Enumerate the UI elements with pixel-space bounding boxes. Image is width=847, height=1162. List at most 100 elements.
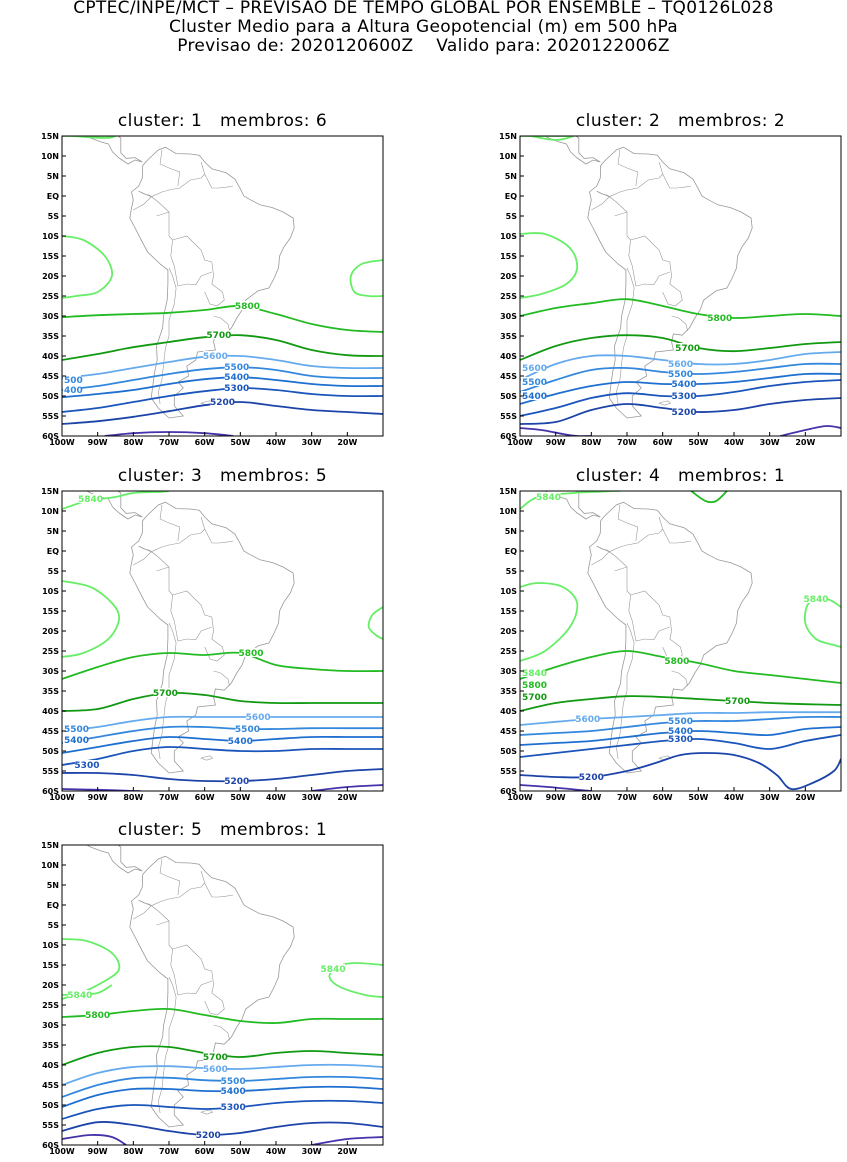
contour-5700 [520, 334, 841, 361]
lat-tick-label: 20S [500, 272, 517, 281]
lat-tick-label: 5S [48, 212, 60, 221]
lon-tick-label: 30W [760, 438, 780, 447]
contour-5840 [803, 597, 841, 648]
lon-tick-label: 80W [581, 793, 601, 802]
contour-5840 [367, 606, 383, 640]
lat-tick-label: 20S [42, 272, 59, 281]
contour-label: 5500 [668, 370, 693, 380]
lat-tick-label: 35S [500, 332, 517, 341]
contour-label-bg [221, 1086, 246, 1095]
lat-tick-label: 5S [506, 567, 518, 576]
lon-tick-label: 50W [688, 438, 708, 447]
central-america-coastline [544, 136, 601, 165]
lat-tick-label: 30S [500, 312, 517, 321]
lon-tick-label: 20W [337, 793, 357, 802]
lat-tick-label: 60S [42, 787, 59, 796]
country-border [133, 899, 152, 920]
contour-5100 [311, 1136, 383, 1145]
contour-label-bg [239, 648, 264, 657]
country-border [609, 161, 664, 198]
lon-tick-label: 100W [49, 793, 75, 802]
contour-label-bg [85, 1010, 110, 1019]
lat-tick-label: 45S [500, 372, 517, 381]
lat-tick-label: 10S [42, 232, 59, 241]
country-border [662, 528, 692, 544]
contour-edge-label: 5500 [64, 725, 89, 735]
contour-5300 [62, 387, 383, 413]
contour-label-bg [521, 680, 545, 689]
header-line-3: Previsao de: 2020120600Z Valido para: 20… [177, 36, 670, 56]
contour-label: 5840 [67, 991, 92, 1001]
lat-tick-label: 55S [500, 767, 517, 776]
contour-label-bg [521, 363, 545, 372]
lat-tick-label: 5S [48, 567, 60, 576]
header-line-2: Cluster Medio para a Altura Geopotencial… [168, 17, 679, 37]
lon-tick-label: 90W [88, 1147, 108, 1156]
contour-label: 5600 [246, 713, 271, 723]
lat-tick-label: 15N [499, 132, 517, 141]
contour-label-bg [668, 359, 693, 368]
contour-label: 5300 [74, 761, 99, 771]
header-line-1: CPTEC/INPE/MCT – PREVISAO DE TEMPO GLOBA… [73, 0, 774, 18]
lat-tick-label: EQ [505, 192, 517, 201]
lat-tick-label: 60S [500, 787, 517, 796]
contour-5800 [690, 491, 728, 504]
contour-label-bg [675, 343, 700, 352]
south-america-coastline [587, 501, 753, 774]
lat-tick-label: 50S [500, 747, 517, 756]
contour-5840 [520, 136, 575, 141]
lon-tick-label: 80W [581, 438, 601, 447]
contour-label-bg [224, 383, 249, 392]
contour-label-bg [221, 1076, 246, 1085]
contour-5100 [520, 427, 592, 436]
lat-tick-label: 55S [42, 412, 59, 421]
map-plot: 5840580057005600550054005300520055005400… [41, 487, 384, 802]
lat-tick-label: 25S [500, 292, 517, 301]
contour-label: 5400 [221, 1087, 246, 1097]
contour-label-bg [224, 372, 249, 382]
contour-label: 5400 [668, 727, 693, 737]
contour-label-bg [221, 1102, 246, 1111]
lat-tick-label: 20S [42, 981, 59, 990]
country-border [591, 545, 610, 566]
lon-tick-label: 80W [123, 793, 143, 802]
panel-title: cluster: 2 membros: 2 [575, 111, 786, 131]
lon-tick-label: 40W [724, 793, 744, 802]
contour-label-bg [196, 1130, 221, 1139]
contour-label: 5400 [228, 737, 253, 747]
central-america-coastline [86, 845, 143, 874]
contour-label: 5700 [675, 344, 700, 354]
contour-edge-label: 5400 [522, 392, 547, 402]
contour-label-bg [672, 379, 697, 388]
contour-edge-label: 5600 [522, 364, 547, 374]
contour-5700 [62, 691, 383, 712]
lon-tick-label: 50W [230, 793, 250, 802]
contour-5800 [520, 650, 841, 684]
lon-tick-label: 20W [795, 793, 815, 802]
contour-5800 [62, 651, 383, 680]
country-border [133, 190, 152, 211]
contour-label-bg [63, 375, 81, 384]
lat-tick-label: 50S [500, 392, 517, 401]
lon-tick-label: 50W [688, 793, 708, 802]
contour-edge-label: 5500 [522, 378, 547, 388]
lat-tick-label: 25S [42, 647, 59, 656]
lat-tick-label: 10N [41, 152, 59, 161]
lat-tick-label: 40S [42, 1061, 59, 1070]
south-america-coastline [129, 501, 295, 774]
contour-label-bg [228, 736, 253, 745]
contour-label-bg [804, 594, 829, 603]
contour-label: 5800 [85, 1011, 110, 1021]
contour-label-bg [725, 696, 750, 705]
country-border [156, 211, 173, 241]
contour-label: 5800 [707, 314, 732, 324]
country-border [671, 670, 688, 686]
contour-5100 [62, 1134, 127, 1145]
contour-label: 5500 [224, 363, 249, 373]
contour-label-bg [67, 990, 92, 999]
lat-tick-label: 10S [42, 587, 59, 596]
lat-tick-label: 30S [42, 312, 59, 321]
contour-label: 5600 [203, 352, 228, 362]
